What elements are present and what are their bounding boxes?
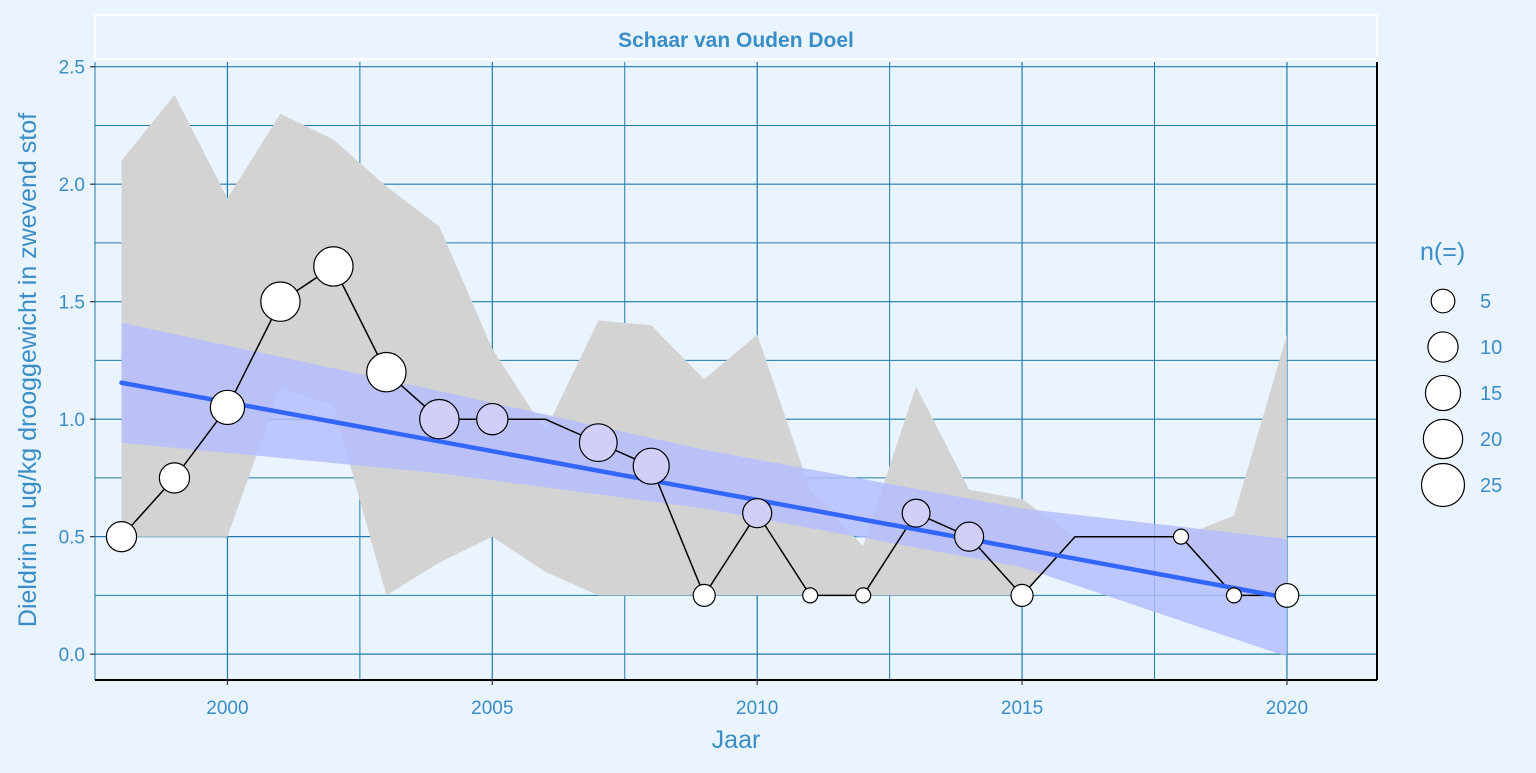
facet-strip-title: Schaar van Ouden Doel bbox=[618, 29, 854, 52]
y-tick-label: 0.0 bbox=[59, 645, 85, 666]
legend-key-circle bbox=[1424, 374, 1462, 412]
legend-key-circle bbox=[1422, 418, 1464, 460]
y-tick-label: 2.0 bbox=[59, 175, 85, 196]
x-tick-label: 2010 bbox=[736, 698, 778, 719]
facet-strip: Schaar van Ouden Doel bbox=[94, 14, 1378, 60]
x-tick-label: 2000 bbox=[206, 698, 248, 719]
data-point bbox=[953, 521, 985, 552]
legend-key-label: 10 bbox=[1480, 337, 1502, 359]
data-point bbox=[1274, 582, 1300, 608]
y-tick-label: 0.5 bbox=[59, 528, 85, 549]
legend-key-label: 20 bbox=[1480, 429, 1502, 451]
legend-key-circle bbox=[1420, 462, 1466, 508]
data-point bbox=[105, 520, 138, 553]
data-point bbox=[855, 587, 872, 604]
y-tick-label: 2.5 bbox=[59, 58, 85, 79]
legend-key-circle bbox=[1430, 288, 1456, 314]
observation-points bbox=[105, 246, 1300, 608]
x-axis-title: Jaar bbox=[712, 726, 761, 754]
data-point bbox=[692, 583, 716, 608]
data-point bbox=[209, 389, 246, 426]
data-point bbox=[802, 587, 819, 604]
data-point bbox=[901, 498, 931, 528]
y-tick-label: 1.0 bbox=[59, 410, 85, 431]
y-axis-ticks: 0.0 0.5 1.0 1.5 2.0 2.5 bbox=[59, 58, 95, 666]
legend-key-label: 25 bbox=[1480, 475, 1502, 497]
y-axis-title: Dieldrin in ug/kg drooggewicht in zweven… bbox=[14, 113, 42, 627]
facet-strip-box bbox=[94, 14, 1378, 60]
y-tick-label: 1.5 bbox=[59, 293, 85, 314]
x-tick-label: 2005 bbox=[471, 698, 513, 719]
data-point bbox=[578, 423, 618, 463]
trend-line bbox=[119, 380, 1290, 601]
legend-key-circle bbox=[1427, 331, 1459, 363]
data-point bbox=[260, 281, 301, 322]
data-point bbox=[1225, 587, 1243, 604]
data-point bbox=[158, 462, 191, 494]
data-point bbox=[476, 402, 509, 436]
data-point bbox=[742, 498, 773, 529]
data-point bbox=[1172, 528, 1190, 545]
data-point bbox=[313, 246, 354, 287]
data-point bbox=[366, 351, 407, 393]
legend-items: 5 10 15 20 25 bbox=[1420, 288, 1502, 508]
legend-title: n(=) bbox=[1420, 238, 1465, 266]
x-tick-label: 2020 bbox=[1266, 698, 1308, 719]
x-axis-ticks: 2000 2005 2010 2015 2020 bbox=[206, 680, 1308, 719]
size-legend: n(=) 5 10 15 20 25 bbox=[1420, 238, 1502, 508]
legend-key-label: 15 bbox=[1480, 383, 1502, 405]
plot-area bbox=[94, 62, 1378, 681]
x-tick-label: 2015 bbox=[1001, 698, 1043, 719]
legend-key-label: 5 bbox=[1480, 291, 1491, 313]
data-point bbox=[632, 447, 670, 485]
data-point bbox=[419, 398, 460, 440]
data-point bbox=[1010, 583, 1034, 608]
